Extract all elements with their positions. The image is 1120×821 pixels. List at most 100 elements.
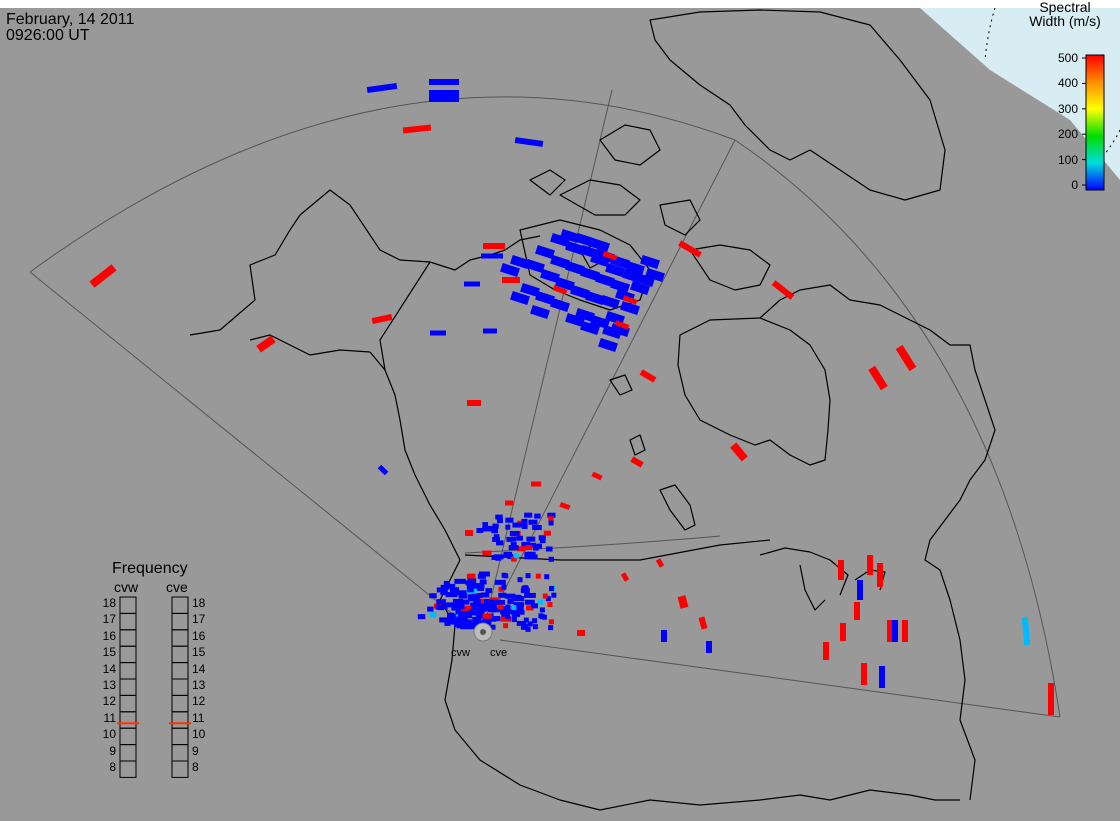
echo-cell xyxy=(467,400,481,406)
echo-cell xyxy=(429,612,437,618)
echo-cell xyxy=(510,542,517,548)
echo-cell xyxy=(479,605,490,611)
echo-cell xyxy=(1021,616,1031,646)
time-label: 0926:00 UT xyxy=(6,27,90,44)
echo-cell xyxy=(500,262,520,278)
echo-cell xyxy=(591,471,603,481)
frequency-tick-label: 10 xyxy=(102,727,116,742)
echo-cell xyxy=(479,579,487,585)
echo-cell xyxy=(497,518,503,524)
echo-cell xyxy=(510,536,517,542)
echo-cell xyxy=(481,253,503,259)
frequency-cell xyxy=(119,629,137,647)
echo-cell xyxy=(465,530,473,536)
echo-cell xyxy=(538,613,544,619)
colorbar-tick-label: 400 xyxy=(1057,76,1078,91)
echo-cell xyxy=(548,520,554,526)
echo-cell xyxy=(610,278,630,294)
echo-cell xyxy=(635,272,655,288)
echo-cell xyxy=(455,604,465,610)
echo-cell xyxy=(538,599,544,605)
echo-cell xyxy=(494,579,506,585)
echo-cell xyxy=(449,619,462,625)
echo-cell xyxy=(483,243,505,249)
echo-cell xyxy=(545,546,553,552)
echo-cell xyxy=(482,550,492,556)
echo-cell xyxy=(474,599,481,605)
echo-cell xyxy=(435,604,448,610)
echo-cell xyxy=(534,513,541,519)
echo-cell xyxy=(467,578,475,584)
echo-cell xyxy=(532,525,542,531)
echo-cell xyxy=(483,328,497,334)
colorbar-tick-label: 100 xyxy=(1057,152,1078,167)
echo-cell xyxy=(505,524,511,530)
frequency-cell xyxy=(119,678,137,696)
echo-cell xyxy=(892,620,898,642)
echo-cell xyxy=(639,369,657,383)
echo-cell xyxy=(506,536,513,542)
echo-cell xyxy=(560,228,580,244)
echo-cell xyxy=(513,606,524,612)
echo-cell xyxy=(548,625,554,631)
echo-cell xyxy=(879,666,885,688)
echo-cell xyxy=(605,262,625,278)
echo-cell xyxy=(555,276,575,292)
echo-cell xyxy=(449,587,460,593)
echo-cell xyxy=(509,530,520,536)
echo-cell xyxy=(549,586,555,592)
echo-cell xyxy=(454,578,466,584)
frequency-tick-label: 11 xyxy=(103,710,116,725)
echo-cell xyxy=(480,592,490,598)
echo-cell xyxy=(565,312,585,328)
echo-cell xyxy=(501,584,507,590)
echo-cell xyxy=(677,595,689,609)
echo-cell xyxy=(495,514,503,520)
echo-cell xyxy=(511,605,517,611)
echo-cell xyxy=(521,541,531,547)
frequency-label-cvw: cvw xyxy=(114,579,139,595)
echo-cell xyxy=(530,304,550,320)
echo-cell xyxy=(429,90,459,102)
echo-cell xyxy=(895,344,917,372)
polar-corner xyxy=(920,8,1120,180)
echo-cell xyxy=(472,616,480,622)
frequency-cell xyxy=(171,662,189,680)
colorbar-tick-label: 0 xyxy=(1071,178,1078,192)
echo-cell xyxy=(550,232,570,248)
frequency-cell xyxy=(119,596,137,614)
frequency-tick-label: 12 xyxy=(102,694,116,709)
echo-cell xyxy=(436,599,446,605)
frequency-label-cve: cve xyxy=(166,579,188,595)
echo-cell xyxy=(442,602,454,608)
frequency-cell xyxy=(171,596,189,614)
echo-cell xyxy=(548,516,554,522)
frequency-tick-label: 14 xyxy=(102,661,116,676)
echo-cell xyxy=(548,556,554,562)
echo-cell xyxy=(495,599,506,605)
echo-cell xyxy=(456,621,466,627)
echo-cell xyxy=(427,606,434,612)
echo-cell xyxy=(771,280,795,300)
echo-cell xyxy=(540,268,560,284)
echo-cell xyxy=(559,501,571,511)
echo-cell xyxy=(516,546,526,552)
echo-cell xyxy=(698,616,708,630)
echo-cell xyxy=(614,320,630,330)
echo-cell xyxy=(570,284,590,300)
echo-cell xyxy=(620,572,630,582)
coastlines xyxy=(189,9,996,811)
frequency-tick-label: 15 xyxy=(102,645,116,660)
echo-cell xyxy=(468,594,480,600)
echo-cell xyxy=(590,252,610,268)
echo-cell xyxy=(543,530,551,536)
echo-cell xyxy=(545,596,551,602)
site-label-cve: cve xyxy=(490,647,508,659)
echo-cell xyxy=(464,281,480,287)
echo-cell xyxy=(507,598,514,604)
echo-cell xyxy=(527,621,533,627)
echo-cell xyxy=(868,365,888,391)
echo-cell xyxy=(482,522,489,528)
echo-cell xyxy=(877,563,883,587)
